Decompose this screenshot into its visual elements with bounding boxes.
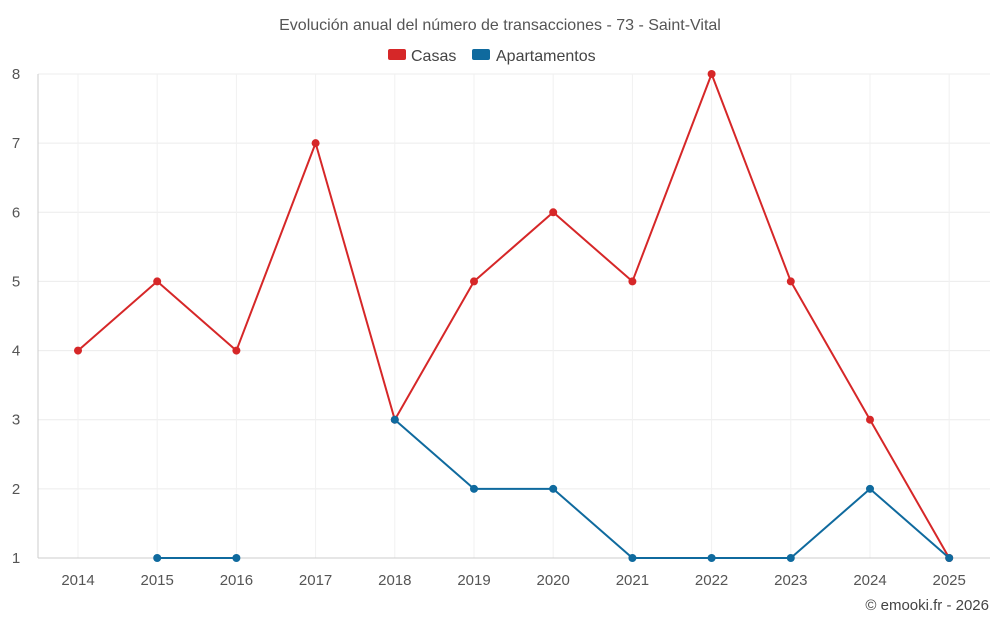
series-line-apartamentos-1 (394, 418, 950, 559)
point-apartamentos-2018 (390, 415, 399, 424)
point-casas-2020 (549, 208, 558, 217)
y-tick-label-2: 2 (12, 481, 20, 498)
x-tick-label-2015: 2015 (141, 572, 174, 589)
legend-swatch-casas (388, 49, 406, 60)
y-tick-label-8: 8 (12, 66, 20, 83)
point-apartamentos-2019 (470, 484, 478, 493)
y-tick-label-5: 5 (12, 273, 20, 290)
point-casas-2015 (153, 277, 162, 286)
y-tick-label-4: 4 (12, 343, 20, 360)
point-apartamentos-2021 (628, 554, 637, 562)
grid (38, 73, 990, 559)
point-casas-2017 (311, 139, 320, 148)
point-casas-2022 (707, 70, 716, 78)
x-tick-label-2025: 2025 (933, 572, 966, 589)
point-apartamentos-2020 (549, 484, 558, 493)
point-apartamentos-2025 (945, 554, 954, 562)
x-tick-label-2020: 2020 (537, 572, 570, 589)
point-casas-2016 (232, 346, 241, 355)
x-tick-label-2021: 2021 (616, 572, 649, 589)
point-casas-2021 (628, 277, 637, 286)
legend-swatch-apartamentos (472, 49, 490, 60)
y-tick-label-6: 6 (12, 204, 20, 221)
series-line-casas (77, 73, 951, 559)
y-tick-label-7: 7 (12, 135, 20, 152)
x-tick-label-2019: 2019 (457, 572, 490, 589)
y-tick-label-1: 1 (12, 550, 20, 567)
x-axis: 2014 2015 2016 2017 2018 2019 2020 2021 2022 2023… (38, 557, 990, 589)
x-tick-label-2022: 2022 (695, 572, 728, 589)
series-group (74, 70, 954, 562)
point-casas-2023 (786, 277, 795, 286)
point-apartamentos-2015 (153, 554, 162, 562)
point-casas-2014 (74, 346, 82, 355)
point-casas-2019 (470, 277, 478, 286)
series-apartamentos (153, 415, 954, 562)
x-tick-label-2023: 2023 (774, 572, 807, 589)
legend[interactable]: Casas Apartamentos (388, 48, 596, 65)
legend-label-apartamentos[interactable]: Apartamentos (496, 48, 596, 65)
y-axis: 1 2 3 4 5 6 7 8 (12, 66, 39, 567)
chart-title: Evolución anual del número de transaccio… (279, 17, 721, 34)
legend-label-casas[interactable]: Casas (411, 48, 456, 65)
x-tick-label-2016: 2016 (220, 572, 253, 589)
point-apartamentos-2022 (707, 554, 716, 562)
y-tick-label-3: 3 (12, 412, 20, 429)
point-casas-2024 (866, 415, 874, 424)
x-tick-label-2017: 2017 (299, 572, 332, 589)
point-apartamentos-2024 (866, 484, 874, 493)
x-tick-label-2014: 2014 (61, 572, 94, 589)
x-tick-label-2018: 2018 (378, 572, 411, 589)
point-apartamentos-2023 (786, 554, 795, 562)
point-apartamentos-2016 (232, 554, 241, 562)
credit-text: © emooki.fr - 2026 (865, 597, 989, 614)
x-tick-label-2024: 2024 (853, 572, 886, 589)
